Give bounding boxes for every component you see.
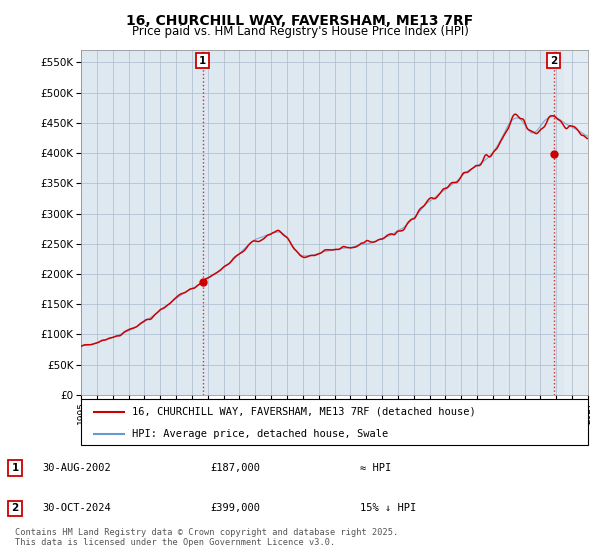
Text: 2: 2 xyxy=(11,503,19,514)
Text: 16, CHURCHILL WAY, FAVERSHAM, ME13 7RF (detached house): 16, CHURCHILL WAY, FAVERSHAM, ME13 7RF (… xyxy=(132,407,475,417)
Text: 1: 1 xyxy=(199,55,206,66)
Text: 2: 2 xyxy=(550,55,557,66)
Text: £399,000: £399,000 xyxy=(210,503,260,514)
Text: ≈ HPI: ≈ HPI xyxy=(360,464,391,473)
FancyBboxPatch shape xyxy=(81,399,588,445)
Text: 16, CHURCHILL WAY, FAVERSHAM, ME13 7RF: 16, CHURCHILL WAY, FAVERSHAM, ME13 7RF xyxy=(127,14,473,28)
Text: 30-OCT-2024: 30-OCT-2024 xyxy=(42,503,111,514)
Text: Contains HM Land Registry data © Crown copyright and database right 2025.
This d: Contains HM Land Registry data © Crown c… xyxy=(15,528,398,547)
Text: £187,000: £187,000 xyxy=(210,464,260,473)
Bar xyxy=(564,50,588,395)
Text: HPI: Average price, detached house, Swale: HPI: Average price, detached house, Swal… xyxy=(132,429,388,438)
Text: 15% ↓ HPI: 15% ↓ HPI xyxy=(360,503,416,514)
Text: 1: 1 xyxy=(11,464,19,473)
Text: Price paid vs. HM Land Registry's House Price Index (HPI): Price paid vs. HM Land Registry's House … xyxy=(131,25,469,38)
Text: 30-AUG-2002: 30-AUG-2002 xyxy=(42,464,111,473)
